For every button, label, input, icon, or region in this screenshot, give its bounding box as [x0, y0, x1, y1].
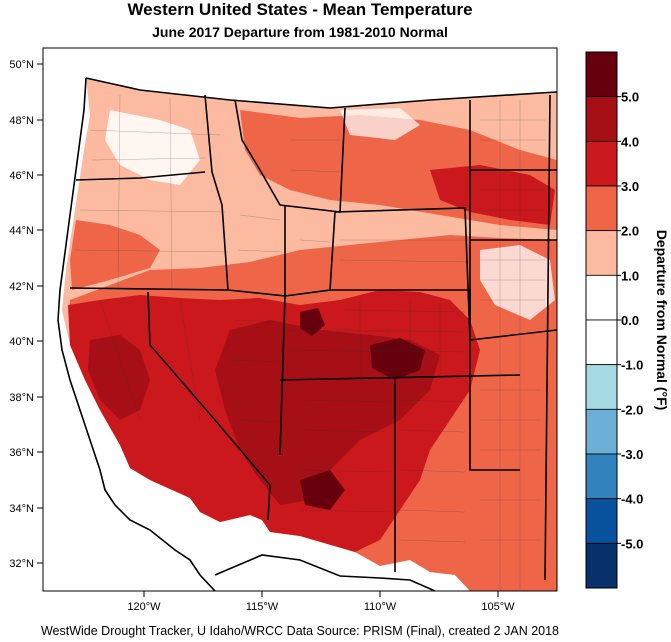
colorbar-swatch [585, 274, 618, 321]
colorbar-label: 5.0 [621, 90, 639, 105]
colorbar-label: -4.0 [621, 492, 643, 507]
lat-tick-label: 48°N [9, 115, 34, 127]
lat-tick: 50°N [9, 59, 43, 71]
mexico [215, 560, 435, 591]
lat-tick: 46°N [9, 170, 43, 182]
lon-axis: 120°W 115°W 110°W 105°W [127, 591, 515, 613]
zone-extreme-co [370, 338, 425, 380]
lat-tick: 32°N [9, 558, 43, 570]
map-title: Western United States - Mean Temperature [127, 0, 473, 19]
zone-normal-mt [340, 108, 420, 140]
lat-tick-label: 38°N [9, 392, 34, 404]
lon-tick: 115°W [246, 591, 279, 613]
colorbar-swatch [585, 364, 618, 410]
lat-tick-label: 44°N [9, 225, 34, 237]
lat-tick-label: 42°N [9, 281, 34, 293]
lat-tick-label: 36°N [9, 447, 34, 459]
colorbar-swatch [585, 319, 618, 366]
zone-extreme-az [300, 470, 345, 510]
colorbar: 5.0 4.0 3.0 2.0 1.0 0.0 -1.0 -2.0 -3.0 -4.0 -5.0 D… [585, 51, 670, 589]
map-footer: WestWide Drought Tracker, U Idaho/WRCC D… [40, 624, 560, 638]
lon-tick-label: 110°W [364, 601, 397, 613]
lat-tick: 44°N [9, 225, 43, 237]
map-frame [42, 47, 558, 592]
lon-tick-label: 120°W [127, 601, 161, 613]
pacific-ocean [43, 48, 215, 591]
colorbar-swatch [585, 51, 618, 98]
lat-tick: 48°N [9, 115, 43, 127]
lat-tick-label: 50°N [9, 59, 34, 71]
colorbar-labels: 5.0 4.0 3.0 2.0 1.0 0.0 -1.0 -2.0 -3.0 -4.0 -5.0 [617, 90, 643, 551]
colorbar-swatch [585, 408, 618, 455]
lat-tick-label: 32°N [9, 558, 34, 570]
lat-tick: 40°N [9, 336, 43, 348]
colorbar-swatch [585, 140, 618, 187]
map-subtitle: June 2017 Departure from 1981-2010 Norma… [152, 24, 448, 40]
zone-extreme-ut [300, 308, 325, 336]
colorbar-swatch [585, 498, 618, 544]
colorbar-label: -3.0 [621, 447, 643, 462]
zone-normal-ne [480, 245, 555, 320]
lon-tick: 105°W [481, 591, 515, 613]
lon-tick: 120°W [127, 591, 161, 613]
colorbar-label: -1.0 [621, 358, 643, 373]
lon-tick-label: 115°W [246, 601, 279, 613]
county-boundaries [74, 94, 545, 590]
colorbar-label: -2.0 [621, 402, 643, 417]
zone-moderate-coast [70, 220, 160, 290]
lat-tick: 42°N [9, 281, 43, 293]
canada [86, 48, 557, 108]
colorbar-label: -5.0 [621, 536, 643, 551]
lat-axis: 50°N 48°N 46°N 44°N 42°N 40°N 38°N 36°N [9, 59, 43, 570]
lat-tick: 36°N [9, 447, 43, 459]
colorbar-title: Departure from Normal (°F) [654, 230, 670, 411]
colorbar-label: 4.0 [621, 134, 639, 149]
colorbar-label: 3.0 [621, 179, 639, 194]
lat-tick-label: 34°N [9, 503, 34, 515]
colorbar-swatch [585, 542, 618, 589]
state-boundaries [57, 77, 557, 591]
lon-tick-label: 105°W [481, 601, 515, 613]
colorbar-label: 2.0 [621, 224, 639, 239]
lat-tick: 38°N [9, 392, 43, 404]
colorbar-segments [585, 51, 618, 589]
colorbar-label: 1.0 [621, 268, 639, 283]
zone-very-strong-west [88, 335, 150, 420]
lat-tick-label: 40°N [9, 336, 34, 348]
lat-tick: 34°N [9, 503, 43, 515]
lat-tick-label: 46°N [9, 170, 34, 182]
zone-normal-nw [105, 110, 200, 185]
colorbar-swatch [585, 185, 618, 232]
lon-tick: 110°W [364, 591, 397, 613]
zone-strong-ne [430, 165, 555, 225]
colorbar-label: 0.0 [621, 313, 639, 328]
colorbar-swatch [585, 96, 618, 142]
map-area [43, 48, 557, 591]
colorbar-swatch [585, 230, 618, 276]
colorbar-swatch [585, 453, 618, 500]
